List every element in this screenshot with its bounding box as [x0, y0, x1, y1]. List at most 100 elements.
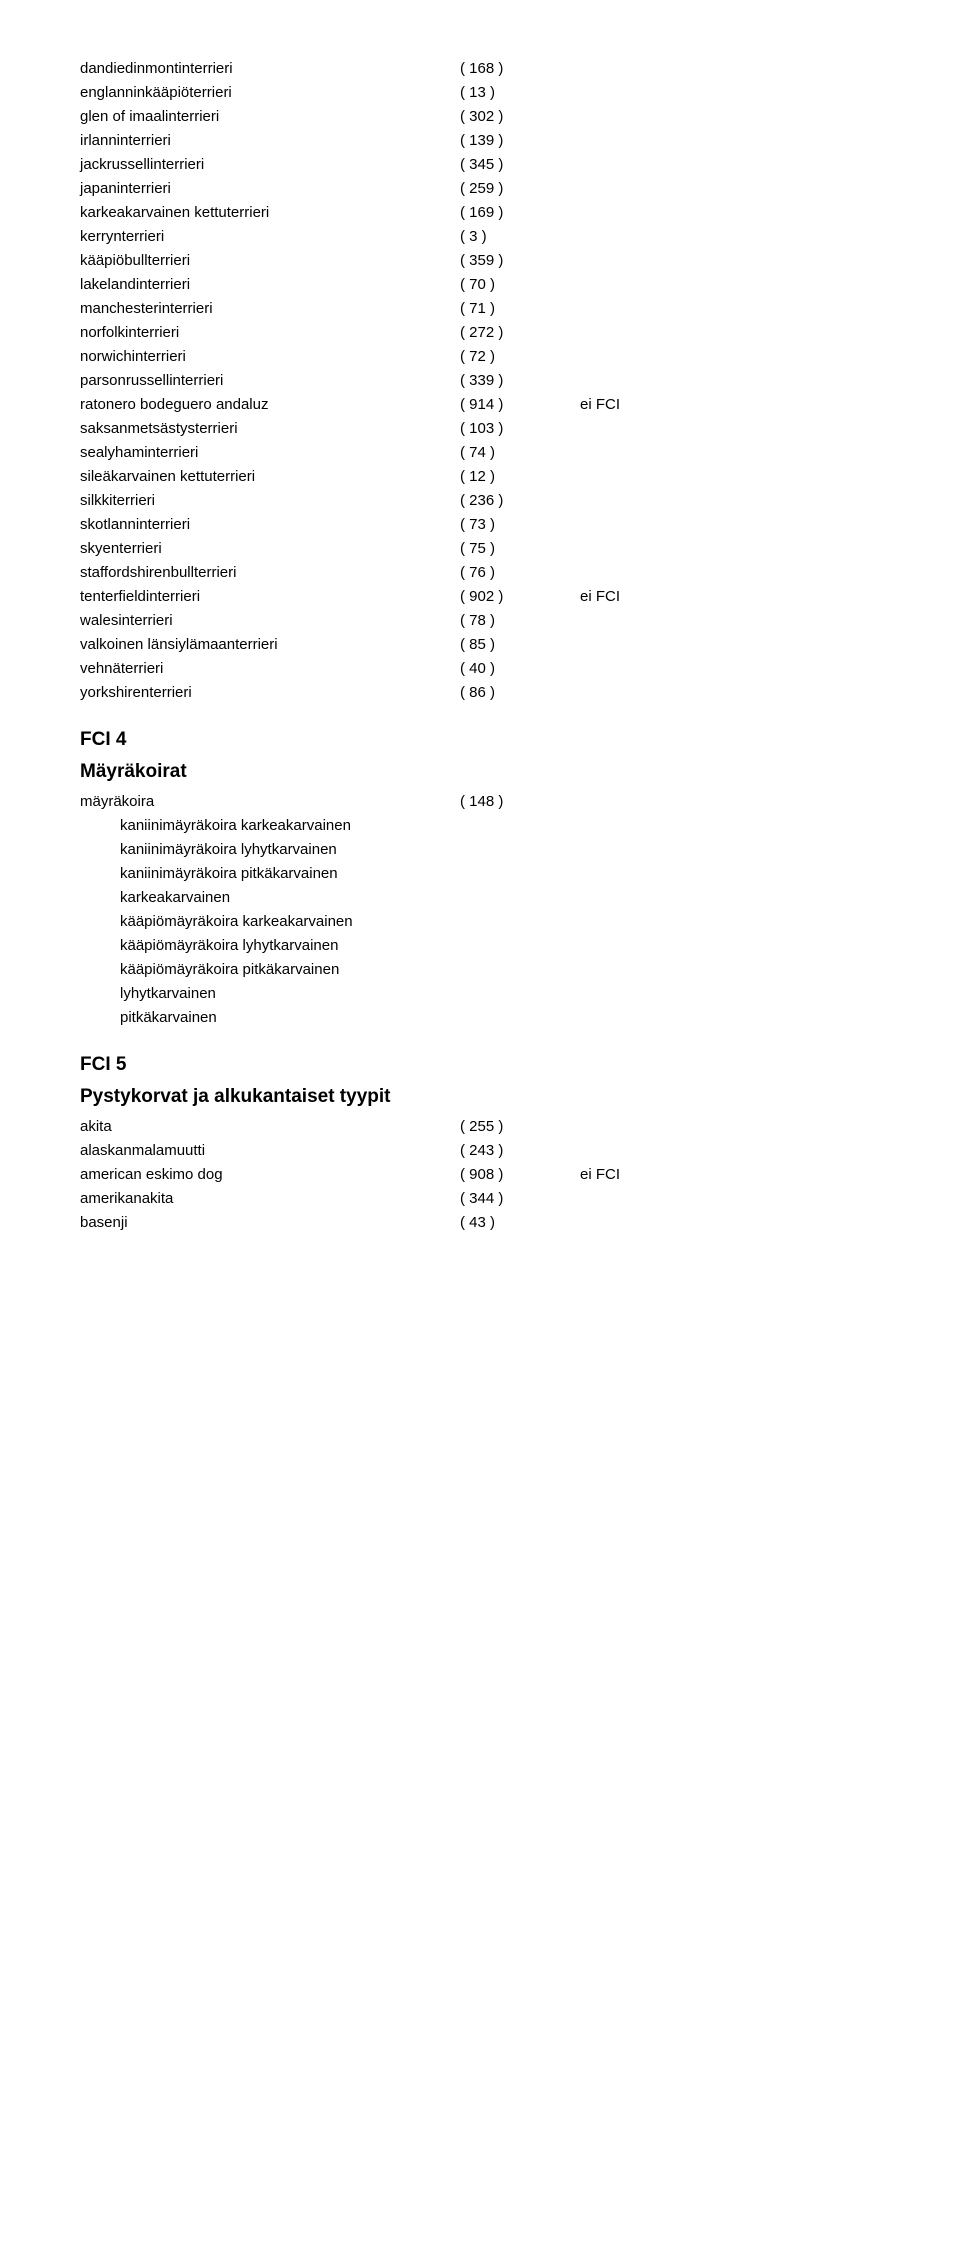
breed-row: tenterfieldinterrieri( 902 )ei FCI: [80, 588, 880, 605]
breed-row: sealyhaminterrieri( 74 ): [80, 444, 880, 461]
breed-name: basenji: [80, 1214, 460, 1231]
breed-list-5: akita( 255 )alaskanmalamuutti( 243 )amer…: [80, 1118, 880, 1231]
section-4-heading: FCI 4: [80, 729, 880, 751]
breed-row: skyenterrieri( 75 ): [80, 540, 880, 557]
breed-row: kääpiöbullterrieri( 359 ): [80, 252, 880, 269]
section-4-sub: Mäyräkoirat: [80, 761, 880, 783]
breed-row: american eskimo dog( 908 )ei FCI: [80, 1166, 880, 1183]
breed-number: ( 12 ): [460, 468, 580, 485]
breed-row: mäyräkoira ( 148 ): [80, 793, 880, 810]
breed-number: ( 236 ): [460, 492, 580, 509]
breed-number: ( 76 ): [460, 564, 580, 581]
breed-name: irlanninterrieri: [80, 132, 460, 149]
breed-number: ( 71 ): [460, 300, 580, 317]
breed-number: ( 103 ): [460, 420, 580, 437]
breed-name: ratonero bodeguero andaluz: [80, 396, 460, 413]
breed-number: ( 339 ): [460, 372, 580, 389]
breed-number: ( 914 ): [460, 396, 580, 413]
breed-name: mäyräkoira: [80, 793, 460, 810]
breed-subrow: kääpiömäyräkoira lyhytkarvainen: [80, 937, 880, 954]
breed-subrow: kaniinimäyräkoira karkeakarvainen: [80, 817, 880, 834]
breed-number: ( 908 ): [460, 1166, 580, 1183]
breed-name: skotlanninterrieri: [80, 516, 460, 533]
breed-row: skotlanninterrieri( 73 ): [80, 516, 880, 533]
breed-name: amerikanakita: [80, 1190, 460, 1207]
breed-row: yorkshirenterrieri( 86 ): [80, 684, 880, 701]
section-5-sub: Pystykorvat ja alkukantaiset tyypit: [80, 1086, 880, 1108]
breed-row: staffordshirenbullterrieri( 76 ): [80, 564, 880, 581]
section-4-sublist: kaniinimäyräkoira karkeakarvainen kaniini…: [80, 817, 880, 1026]
breed-row: dandiedinmontinterrieri( 168 ): [80, 60, 880, 77]
breed-note: ei FCI: [580, 1166, 880, 1183]
breed-row: japaninterrieri( 259 ): [80, 180, 880, 197]
breed-sub-name: pitkäkarvainen: [80, 1009, 500, 1026]
breed-subrow: lyhytkarvainen: [80, 985, 880, 1002]
breed-row: manchesterinterrieri( 71 ): [80, 300, 880, 317]
breed-name: jackrussellinterrieri: [80, 156, 460, 173]
breed-number: ( 272 ): [460, 324, 580, 341]
breed-number: ( 169 ): [460, 204, 580, 221]
breed-row: irlanninterrieri( 139 ): [80, 132, 880, 149]
breed-row: akita( 255 ): [80, 1118, 880, 1135]
breed-row: silkkiterrieri( 236 ): [80, 492, 880, 509]
breed-sub-name: karkeakarvainen: [80, 889, 500, 906]
breed-number: ( 344 ): [460, 1190, 580, 1207]
breed-number: ( 302 ): [460, 108, 580, 125]
breed-subrow: kääpiömäyräkoira pitkäkarvainen: [80, 961, 880, 978]
breed-number: ( 359 ): [460, 252, 580, 269]
breed-list-1: dandiedinmontinterrieri( 168 )englannink…: [80, 60, 880, 701]
breed-row: walesinterrieri( 78 ): [80, 612, 880, 629]
breed-number: ( 259 ): [460, 180, 580, 197]
breed-row: karkeakarvainen kettuterrieri( 169 ): [80, 204, 880, 221]
breed-subrow: pitkäkarvainen: [80, 1009, 880, 1026]
breed-sub-name: kaniinimäyräkoira karkeakarvainen: [80, 817, 500, 834]
breed-row: basenji( 43 ): [80, 1214, 880, 1231]
breed-name: parsonrussellinterrieri: [80, 372, 460, 389]
breed-row: parsonrussellinterrieri( 339 ): [80, 372, 880, 389]
breed-name: manchesterinterrieri: [80, 300, 460, 317]
breed-row: valkoinen länsiylämaanterrieri( 85 ): [80, 636, 880, 653]
breed-number: ( 243 ): [460, 1142, 580, 1159]
breed-number: ( 72 ): [460, 348, 580, 365]
breed-row: lakelandinterrieri( 70 ): [80, 276, 880, 293]
breed-row: kerrynterrieri( 3 ): [80, 228, 880, 245]
breed-row: alaskanmalamuutti( 243 ): [80, 1142, 880, 1159]
breed-subrow: kaniinimäyräkoira lyhytkarvainen: [80, 841, 880, 858]
breed-name: walesinterrieri: [80, 612, 460, 629]
breed-subrow: kääpiömäyräkoira karkeakarvainen: [80, 913, 880, 930]
breed-number: ( 40 ): [460, 660, 580, 677]
breed-number: ( 74 ): [460, 444, 580, 461]
breed-number: ( 73 ): [460, 516, 580, 533]
breed-sub-name: kääpiömäyräkoira lyhytkarvainen: [80, 937, 500, 954]
breed-row: sileäkarvainen kettuterrieri( 12 ): [80, 468, 880, 485]
breed-row: norwichinterrieri( 72 ): [80, 348, 880, 365]
breed-note: ei FCI: [580, 396, 880, 413]
breed-name: akita: [80, 1118, 460, 1135]
breed-row: norfolkinterrieri( 272 ): [80, 324, 880, 341]
breed-subrow: kaniinimäyräkoira pitkäkarvainen: [80, 865, 880, 882]
breed-name: tenterfieldinterrieri: [80, 588, 460, 605]
breed-name: american eskimo dog: [80, 1166, 460, 1183]
breed-sub-name: kaniinimäyräkoira pitkäkarvainen: [80, 865, 500, 882]
breed-row: jackrussellinterrieri( 345 ): [80, 156, 880, 173]
breed-name: alaskanmalamuutti: [80, 1142, 460, 1159]
breed-sub-name: kääpiömäyräkoira karkeakarvainen: [80, 913, 500, 930]
section-5-heading: FCI 5: [80, 1054, 880, 1076]
breed-name: vehnäterrieri: [80, 660, 460, 677]
breed-number: ( 78 ): [460, 612, 580, 629]
breed-name: dandiedinmontinterrieri: [80, 60, 460, 77]
breed-number: ( 902 ): [460, 588, 580, 605]
breed-number: ( 139 ): [460, 132, 580, 149]
breed-name: sileäkarvainen kettuterrieri: [80, 468, 460, 485]
breed-name: glen of imaalinterrieri: [80, 108, 460, 125]
breed-number: ( 3 ): [460, 228, 580, 245]
breed-name: norwichinterrieri: [80, 348, 460, 365]
breed-subrow: karkeakarvainen: [80, 889, 880, 906]
breed-sub-name: kääpiömäyräkoira pitkäkarvainen: [80, 961, 500, 978]
breed-name: staffordshirenbullterrieri: [80, 564, 460, 581]
breed-number: ( 345 ): [460, 156, 580, 173]
breed-name: skyenterrieri: [80, 540, 460, 557]
breed-number: ( 168 ): [460, 60, 580, 77]
breed-name: kääpiöbullterrieri: [80, 252, 460, 269]
breed-row: amerikanakita( 344 ): [80, 1190, 880, 1207]
